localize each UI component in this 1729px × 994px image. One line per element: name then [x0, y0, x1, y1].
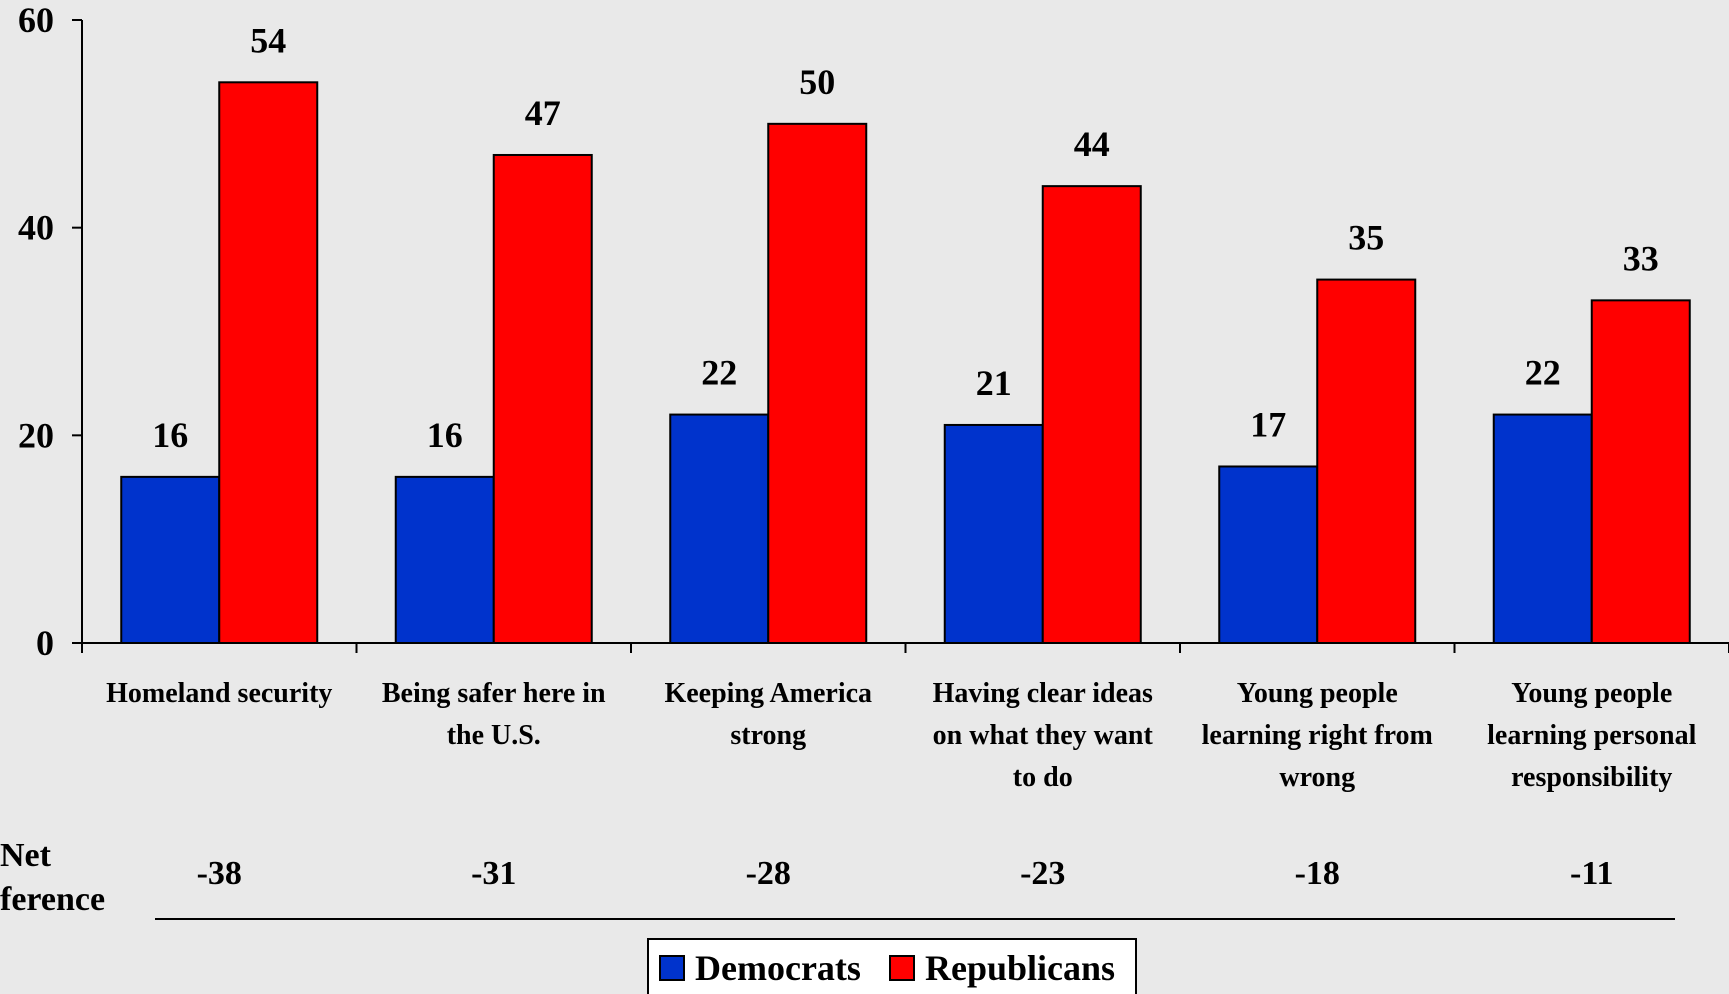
category-label: Keeping America: [664, 678, 872, 709]
bar-democrats: [1492, 413, 1593, 645]
data-label: 35: [1348, 218, 1384, 258]
y-tick-label: 60: [18, 0, 54, 40]
data-label: 47: [525, 93, 561, 133]
bars: 16 16 22 21 17 22 54 47 50 44 35 33: [120, 20, 1691, 645]
category-label: wrong: [1279, 762, 1355, 793]
net-difference-title: Net: [0, 837, 52, 874]
net-difference-value: -28: [746, 855, 791, 892]
category-label: Having clear ideas: [933, 678, 1153, 709]
net-difference-value: -23: [1020, 855, 1065, 892]
net-difference-value: -18: [1295, 855, 1340, 892]
bar-republicans: [1590, 299, 1691, 644]
data-label: 22: [701, 353, 737, 393]
bar-democrats: [1218, 465, 1319, 644]
data-label: 16: [152, 415, 188, 455]
category-label: on what they want: [933, 720, 1154, 751]
net-difference-value: -11: [1570, 855, 1613, 892]
legend-label-republicans: Republicans: [925, 948, 1115, 988]
net-difference-row: Net ference -38 -31 -28 -23 -18 -11: [0, 837, 1675, 920]
data-label: 22: [1525, 353, 1561, 393]
bar-democrats: [943, 423, 1044, 645]
data-label: 21: [976, 363, 1012, 403]
bar-democrats: [669, 413, 770, 645]
legend-label-democrats: Democrats: [695, 948, 861, 988]
data-label: 33: [1623, 238, 1659, 278]
net-difference-title: ference: [0, 881, 105, 918]
bar-republicans: [218, 81, 319, 645]
bar-democrats: [394, 475, 495, 644]
data-label: 17: [1250, 404, 1286, 444]
data-label: 50: [799, 62, 835, 102]
data-label: 44: [1074, 124, 1110, 164]
category-label: responsibility: [1511, 762, 1672, 793]
data-label: 54: [250, 20, 286, 60]
category-label: Being safer here in: [382, 678, 606, 709]
bar-republicans: [1316, 278, 1417, 644]
legend: Democrats Republicans: [647, 938, 1137, 994]
category-label: strong: [730, 720, 806, 751]
y-tick-label: 20: [18, 415, 54, 455]
legend-swatch-republicans: [889, 955, 915, 981]
category-label: the U.S.: [447, 720, 541, 751]
y-tick-label: 0: [36, 623, 54, 663]
category-label: learning right from: [1202, 720, 1433, 751]
net-difference-value: -31: [471, 855, 516, 892]
y-tick-label: 40: [18, 208, 54, 248]
category-label: to do: [1013, 762, 1073, 793]
category-label: Young people: [1511, 678, 1672, 709]
category-label: learning personal: [1487, 720, 1696, 751]
y-axis: 0 20 40 60: [18, 0, 83, 663]
legend-swatch-democrats: [659, 955, 685, 981]
x-axis: Homeland security Being safer here in the …: [81, 642, 1729, 793]
net-difference-value: -38: [197, 855, 242, 892]
category-label: Young people: [1237, 678, 1398, 709]
bar-republicans: [1041, 185, 1142, 644]
data-label: 16: [427, 415, 463, 455]
bar-democrats: [120, 475, 221, 644]
category-label: Homeland security: [106, 678, 332, 709]
bar-republicans: [767, 122, 868, 645]
bar-republicans: [492, 153, 593, 644]
